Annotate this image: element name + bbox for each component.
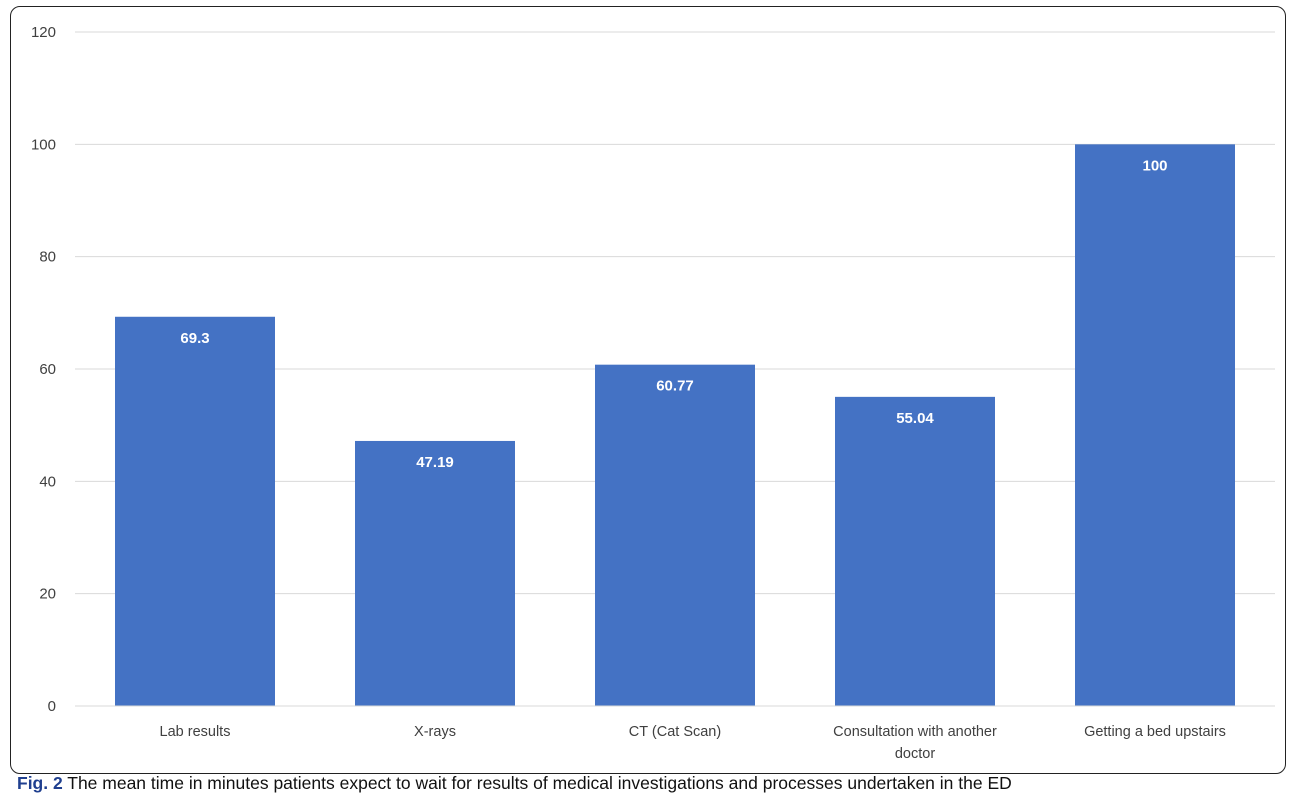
data-label: 60.77 <box>656 378 694 395</box>
bar <box>355 440 515 706</box>
x-tick-label-line: Consultation with another <box>833 724 997 740</box>
figure-caption: Fig. 2 The mean time in minutes patients… <box>17 773 1012 794</box>
bar <box>115 316 275 706</box>
x-tick-label: CT (Cat Scan) <box>629 724 721 740</box>
x-tick-label: X-rays <box>414 724 456 740</box>
bar <box>595 364 755 706</box>
data-label: 100 <box>1142 157 1167 174</box>
x-tick-label: Lab results <box>160 724 231 740</box>
x-tick-label-line: Lab results <box>160 724 231 740</box>
y-tick-label: 0 <box>48 698 56 715</box>
y-tick-label: 120 <box>31 24 56 41</box>
y-tick-label: 60 <box>39 361 56 378</box>
data-label: 47.19 <box>416 454 454 471</box>
data-label: 55.04 <box>896 410 934 427</box>
y-tick-label: 20 <box>39 586 56 603</box>
bar <box>1075 144 1235 707</box>
x-tick-label-line: X-rays <box>414 724 456 740</box>
x-tick-label: Consultation with another doctor <box>833 724 997 762</box>
figure-label: Fig. 2 <box>17 773 63 793</box>
x-tick-label-line: doctor <box>895 746 935 762</box>
data-label: 69.3 <box>180 330 209 347</box>
y-tick-label: 100 <box>31 136 56 153</box>
x-tick-label: Getting a bed upstairs <box>1084 724 1226 740</box>
x-tick-label-line: Getting a bed upstairs <box>1084 724 1226 740</box>
x-tick-label-line: CT (Cat Scan) <box>629 724 721 740</box>
y-tick-label: 40 <box>39 473 56 490</box>
y-tick-label: 80 <box>39 249 56 266</box>
bar <box>835 396 995 706</box>
caption-text: The mean time in minutes patients expect… <box>62 773 1012 793</box>
